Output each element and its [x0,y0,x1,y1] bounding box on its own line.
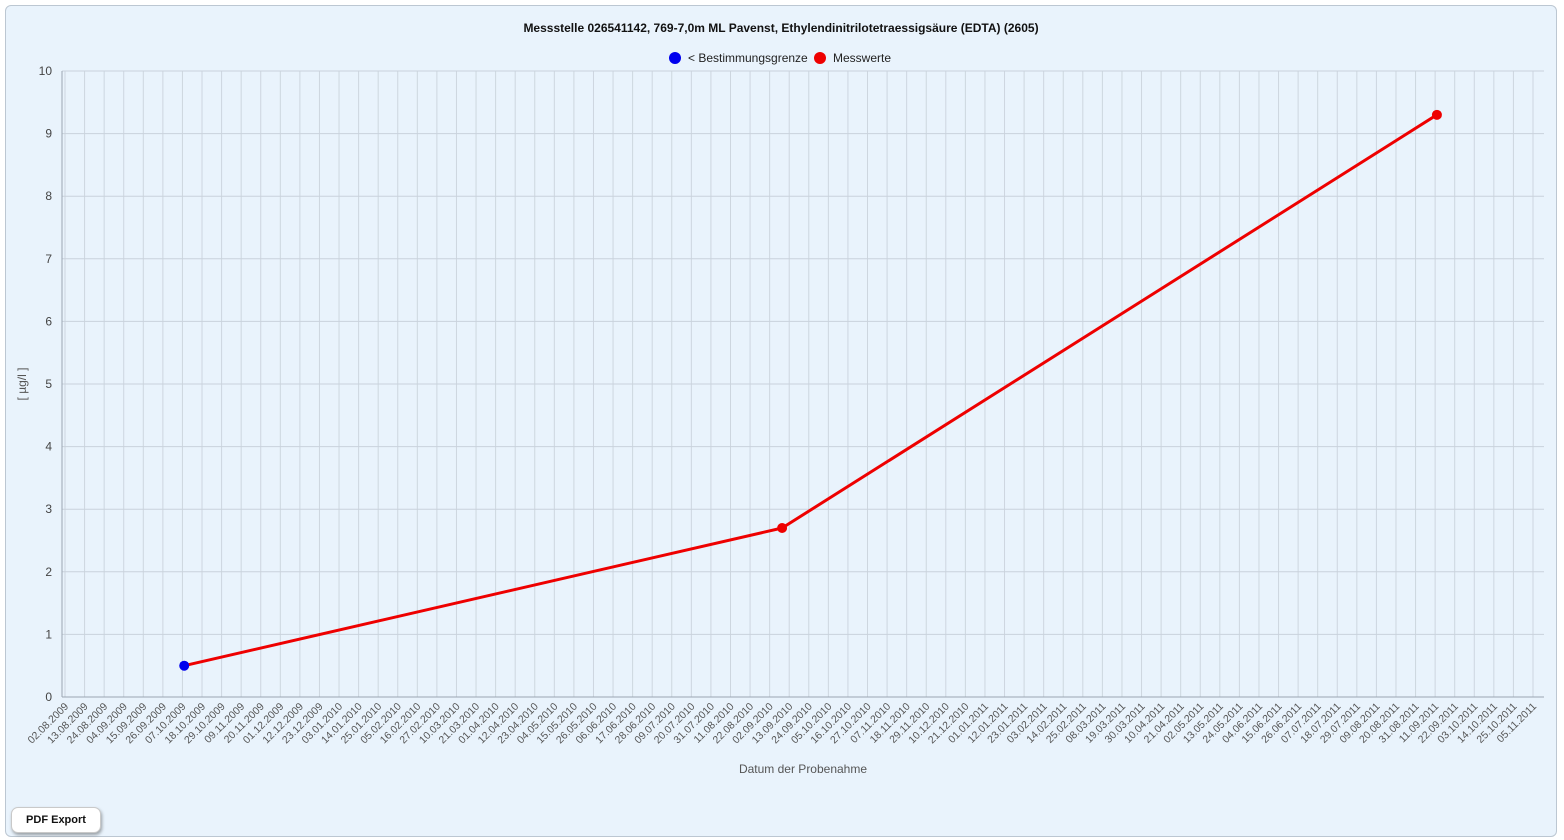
y-tick-label: 0 [45,690,52,704]
series-line [183,113,1438,668]
x-axis-label: Datum der Probenahme [739,762,867,776]
y-tick-label: 7 [45,252,52,266]
y-tick-label: 9 [45,127,52,141]
data-point[interactable] [1431,109,1442,120]
grid-horizontal [62,70,1544,698]
chart-title: Messstelle 026541142, 769-7,0m ML Pavens… [523,21,1038,35]
legend-label[interactable]: < Bestimmungsgrenze [688,51,808,65]
data-point[interactable] [777,522,788,533]
legend-marker [814,52,826,64]
x-axis-ticks: 02.08.200913.08.200924.08.200904.09.2009… [25,701,1539,747]
y-tick-label: 10 [39,64,53,78]
data-point[interactable] [179,660,190,671]
y-tick-label: 2 [45,565,52,579]
pdf-export-button[interactable]: PDF Export [11,807,101,833]
y-tick-label: 1 [45,627,52,641]
legend-marker [669,52,681,64]
legend-label[interactable]: Messwerte [833,51,891,65]
series-group [179,109,1442,671]
y-tick-label: 5 [45,377,52,391]
y-axis-label: [ µg/l ] [15,368,29,401]
legend[interactable]: < Bestimmungsgrenze Messwerte [669,51,891,65]
y-tick-label: 6 [45,314,52,328]
axes [61,71,1544,698]
y-tick-label: 3 [45,502,52,516]
y-tick-label: 4 [45,440,52,454]
y-axis-ticks: 0 1 2 3 4 5 6 7 8 9 10 [39,64,53,704]
y-tick-label: 8 [45,189,52,203]
